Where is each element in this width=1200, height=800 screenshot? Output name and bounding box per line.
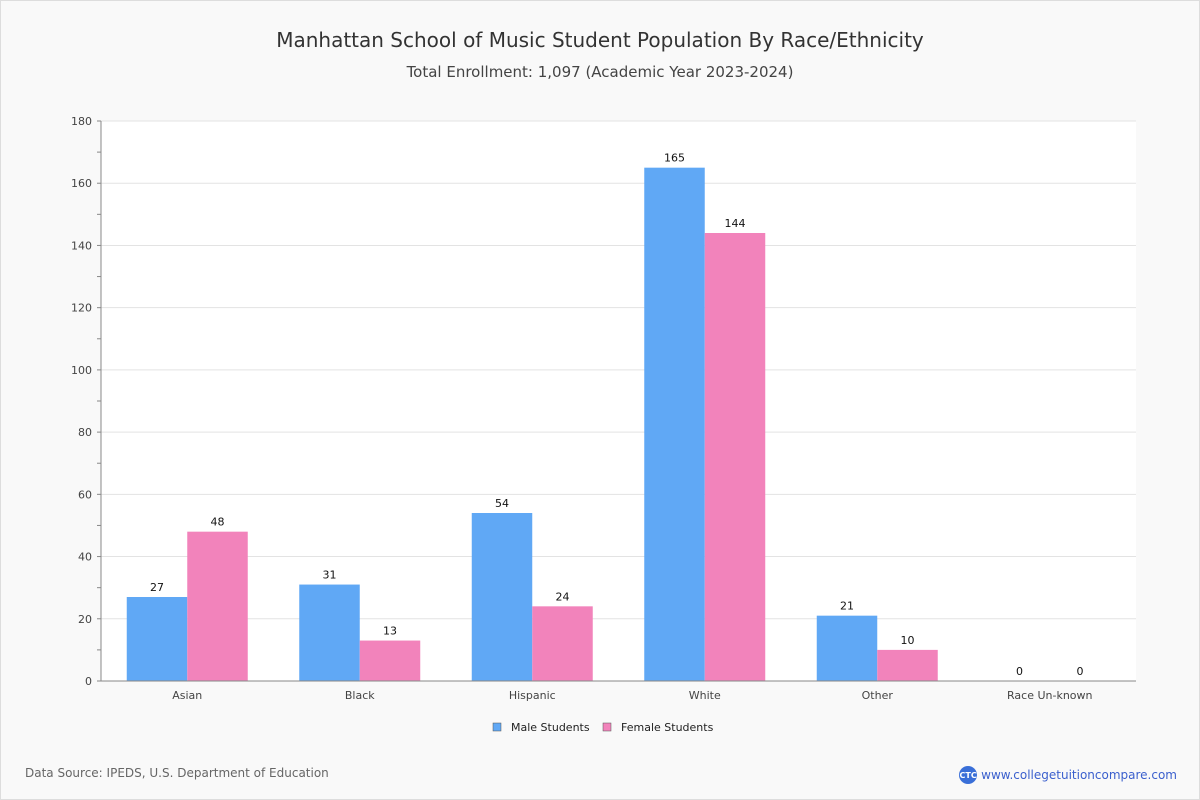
x-tick-label: Race Un-known	[1007, 689, 1093, 702]
legend-swatch	[602, 722, 612, 732]
x-tick-label: White	[689, 689, 721, 702]
data-label: 24	[556, 590, 570, 603]
bar-female-students	[359, 640, 421, 681]
data-label: 165	[664, 152, 685, 165]
bar-male-students	[471, 513, 533, 681]
chart-title: Manhattan School of Music Student Popula…	[276, 28, 924, 52]
data-label: 27	[150, 581, 164, 594]
data-label: 0	[1077, 665, 1084, 678]
data-label: 48	[211, 516, 225, 529]
chart-subtitle: Total Enrollment: 1,097 (Academic Year 2…	[406, 63, 794, 81]
bar-female-students	[877, 649, 938, 681]
legend-swatch	[492, 722, 502, 732]
legend-label: Female Students	[621, 721, 714, 734]
x-tick-label: Asian	[172, 689, 202, 702]
y-tick-label: 0	[85, 675, 92, 688]
y-tick-label: 80	[78, 426, 92, 439]
data-label: 54	[495, 497, 509, 510]
y-tick-label: 160	[71, 177, 92, 190]
x-tick-label: Other	[862, 689, 894, 702]
legend-label: Male Students	[511, 721, 590, 734]
brand-link[interactable]: CTC www.collegetuitioncompare.com	[959, 766, 1177, 784]
bar-female-students	[532, 606, 593, 681]
bar-male-students	[126, 597, 188, 681]
ctc-logo-icon: CTC	[959, 766, 978, 784]
data-label: 31	[323, 569, 337, 582]
y-tick-label: 140	[71, 239, 92, 252]
y-tick-label: 60	[78, 488, 92, 501]
data-label: 0	[1016, 665, 1023, 678]
y-tick-label: 120	[71, 302, 92, 315]
y-tick-label: 20	[78, 613, 92, 626]
data-label: 144	[725, 217, 746, 230]
data-label: 10	[901, 634, 915, 647]
bar-male-students	[644, 167, 705, 681]
bar-female-students	[187, 531, 248, 681]
x-tick-label: Black	[345, 689, 375, 702]
brand-url[interactable]: www.collegetuitioncompare.com	[981, 768, 1177, 782]
x-tick-label: Hispanic	[509, 689, 556, 702]
y-tick-label: 40	[78, 551, 92, 564]
data-source: Data Source: IPEDS, U.S. Department of E…	[25, 766, 329, 780]
bar-male-students	[299, 584, 360, 681]
bar-male-students	[816, 615, 878, 681]
y-tick-label: 100	[71, 364, 92, 377]
plot-area	[101, 121, 1136, 681]
y-tick-label: 180	[71, 115, 92, 128]
data-label: 13	[383, 625, 397, 638]
data-label: 21	[840, 600, 854, 613]
bar-female-students	[704, 233, 766, 681]
